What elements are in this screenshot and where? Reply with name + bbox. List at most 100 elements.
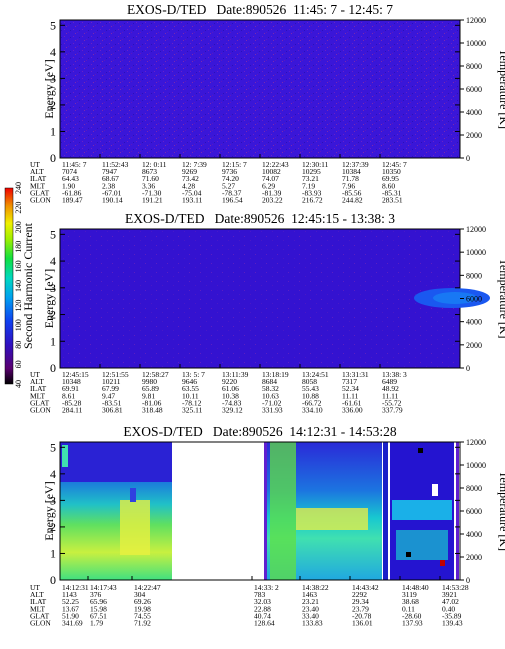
panel-3-segment-b-yellow xyxy=(296,508,368,530)
orbit-value: 0.11 xyxy=(402,604,415,613)
orbit-value: 14:33: 2 xyxy=(254,583,279,592)
axes: 012345020004000600080001000012000Energy … xyxy=(30,16,505,628)
colorbar-ticks: 40 60 80 100 120 140 160 180 200 220 240 xyxy=(14,182,23,388)
orbit-value: 12:37:39 xyxy=(342,160,369,169)
orbit-value: -35.89 xyxy=(442,611,462,620)
y-axis-title-left: Energy [eV] xyxy=(42,481,56,540)
panel-1 xyxy=(59,19,461,159)
orbit-value: 5.27 xyxy=(222,181,235,190)
orbit-value: 341.69 xyxy=(62,619,83,628)
orbit-value: -71.30 xyxy=(142,188,162,197)
orbit-value: 13: 5: 7 xyxy=(182,370,205,379)
orbit-value: 244.82 xyxy=(342,196,363,205)
y-axis-title-right: Temperature [K] xyxy=(497,258,505,338)
orbit-value: 128.64 xyxy=(254,619,275,628)
y-tick-label-left: 1 xyxy=(50,334,56,348)
orbit-value: 133.83 xyxy=(302,619,323,628)
orbit-value: 63.55 xyxy=(182,384,199,393)
panel-3-segment-b-edge xyxy=(264,442,267,580)
y-tick-label-right: 6000 xyxy=(466,295,482,304)
orbit-value: 23.21 xyxy=(302,597,319,606)
colorbar-tick-label: 180 xyxy=(14,241,23,253)
panel-3-segment-c-strip xyxy=(383,442,388,580)
orbit-value: 191.21 xyxy=(142,196,163,205)
panel-2-axes: 0 1 2 3 4 5 0 2000 4000 6000 8000 10000 12000 Energy … xyxy=(30,225,505,415)
colorbar-tick-label: 200 xyxy=(14,221,23,233)
orbit-row-label: UT xyxy=(30,160,40,169)
orbit-row-label: ILAT xyxy=(30,174,47,183)
orbit-row-label: UT xyxy=(30,370,40,379)
orbit-row-label: ALT xyxy=(30,377,44,386)
orbit-row-label: MLT xyxy=(30,181,46,190)
orbit-value: 196.54 xyxy=(222,196,243,205)
orbit-value: 12:30:11 xyxy=(302,160,329,169)
orbit-value: 306.81 xyxy=(102,406,123,415)
y-tick-label-right: 12000 xyxy=(466,438,486,447)
panel-3-dropout-1 xyxy=(418,448,423,453)
y-tick-label-right: 8000 xyxy=(466,62,482,71)
colorbar-tick-label: 160 xyxy=(14,260,23,272)
orbit-value: 9736 xyxy=(222,167,237,176)
orbit-value: 9646 xyxy=(182,377,197,386)
colorbar-tick-label: 80 xyxy=(14,341,23,349)
panel-3-segment-b-green xyxy=(270,442,296,580)
orbit-value: 10.11 xyxy=(182,391,199,400)
orbit-value: 14:12:31 xyxy=(62,583,89,592)
orbit-value: 10082 xyxy=(262,167,281,176)
orbit-value: -74.83 xyxy=(222,398,242,407)
orbit-value: 10211 xyxy=(102,377,121,386)
orbit-value: 14:53:28 xyxy=(442,583,469,592)
panel-3-dropout-2 xyxy=(432,484,438,496)
orbit-value: 0.40 xyxy=(442,604,455,613)
y-tick-label-right: 4000 xyxy=(466,108,482,117)
panel-1-heatmap xyxy=(59,19,461,159)
orbit-value: 68.67 xyxy=(102,174,119,183)
orbit-value: 12:51:55 xyxy=(102,370,129,379)
orbit-value: 9.47 xyxy=(102,391,115,400)
orbit-value: 14:38:22 xyxy=(302,583,329,592)
y-tick-label-right: 4000 xyxy=(466,530,482,539)
orbit-row-label: MLT xyxy=(30,604,46,613)
orbit-value: 69.26 xyxy=(134,597,151,606)
orbit-value: 12: 7:39 xyxy=(182,160,207,169)
orbit-value: 11:45: 7 xyxy=(62,160,87,169)
orbit-value: 19.98 xyxy=(134,604,151,613)
orbit-value: 71.60 xyxy=(142,174,159,183)
orbit-value: 14:43:42 xyxy=(352,583,379,592)
panel-3-segment-a-yellow xyxy=(120,500,150,555)
y-tick-label-left: 4 xyxy=(50,467,56,481)
panel-1-title: EXOS-D/TED Date:890526 11:45: 7 - 12:45:… xyxy=(126,2,394,17)
orbit-value: 47.02 xyxy=(442,597,459,606)
panel-2-title: EXOS-D/TED Date:890526 12:45:15 - 13:38:… xyxy=(125,211,395,226)
orbit-value: 10.63 xyxy=(262,391,279,400)
y-tick-label-left: 3 xyxy=(50,493,56,507)
panel-3-dropout-4 xyxy=(440,560,445,566)
orbit-value: 6.29 xyxy=(262,181,275,190)
orbit-row-label: ALT xyxy=(30,590,44,599)
orbit-value: 8.60 xyxy=(382,181,395,190)
orbit-value: 1.90 xyxy=(62,181,75,190)
y-tick-label-left: 3 xyxy=(50,71,56,85)
orbit-value: -71.02 xyxy=(262,398,282,407)
orbit-value: 69.91 xyxy=(62,384,79,393)
orbit-value: 33.40 xyxy=(302,611,319,620)
y-tick-label-right: 10000 xyxy=(466,461,486,470)
orbit-row-label: GLON xyxy=(30,196,51,205)
y-axis-title-left: Energy [eV] xyxy=(42,269,56,328)
orbit-value: -85.28 xyxy=(62,398,82,407)
orbit-value: 61.06 xyxy=(222,384,239,393)
panel-3-dropout-3 xyxy=(406,552,411,557)
orbit-value: 3119 xyxy=(402,590,417,599)
orbit-value: 13.67 xyxy=(62,604,79,613)
orbit-value: 9220 xyxy=(222,377,237,386)
orbit-value: 12:45: 7 xyxy=(382,160,407,169)
orbit-value: -61.86 xyxy=(62,188,82,197)
y-tick-label-left: 3 xyxy=(50,281,56,295)
orbit-value: -85.56 xyxy=(342,188,362,197)
orbit-value: 14:22:47 xyxy=(134,583,161,592)
orbit-value: 10384 xyxy=(342,167,361,176)
orbit-value: 136.01 xyxy=(352,619,373,628)
y-tick-label-left: 1 xyxy=(50,546,56,560)
orbit-value: -20.78 xyxy=(352,611,372,620)
